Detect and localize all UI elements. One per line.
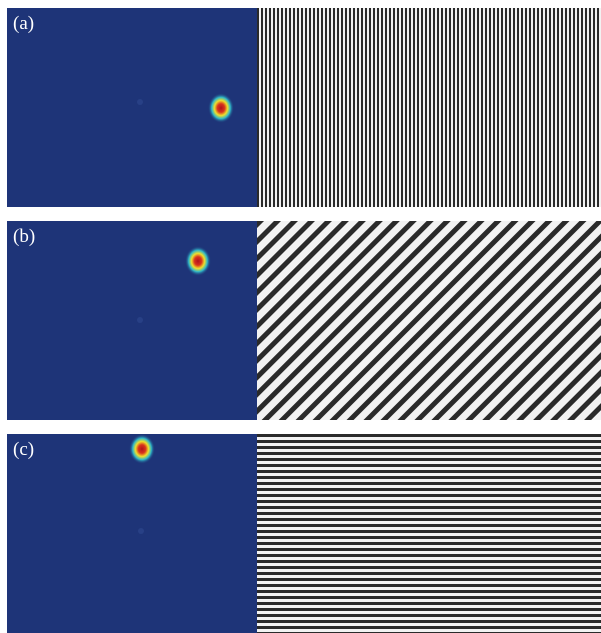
figure-row-b: (b) (7, 221, 601, 420)
diffraction-spot-c (129, 434, 155, 464)
spot-graphic-c (7, 434, 257, 633)
central-spot-a (137, 99, 143, 105)
diffraction-spot-b (185, 246, 211, 276)
fringe-pattern-horizontal (257, 434, 601, 633)
fringe-graphic-a (257, 8, 601, 207)
central-spot-b (137, 317, 143, 323)
fringe-graphic-c (257, 434, 601, 633)
panel-label-a: (a) (13, 13, 35, 34)
figure-row-c: (c) (7, 434, 601, 633)
spot-image-c: (c) (7, 434, 257, 633)
spot-image-a: (a) (7, 8, 257, 207)
fringe-pattern-vertical (257, 8, 601, 207)
fringe-pattern-diagonal (257, 221, 601, 420)
spot-graphic-a (7, 8, 257, 207)
panel-label-b: (b) (13, 226, 36, 247)
diffraction-spot-a (208, 93, 234, 123)
figure-row-a: (a) (7, 8, 601, 207)
spot-image-b: (b) (7, 221, 257, 420)
fringe-graphic-b (257, 221, 601, 420)
panel-label-c: (c) (13, 439, 35, 460)
spot-graphic-b (7, 221, 257, 420)
central-spot-c (138, 528, 144, 534)
